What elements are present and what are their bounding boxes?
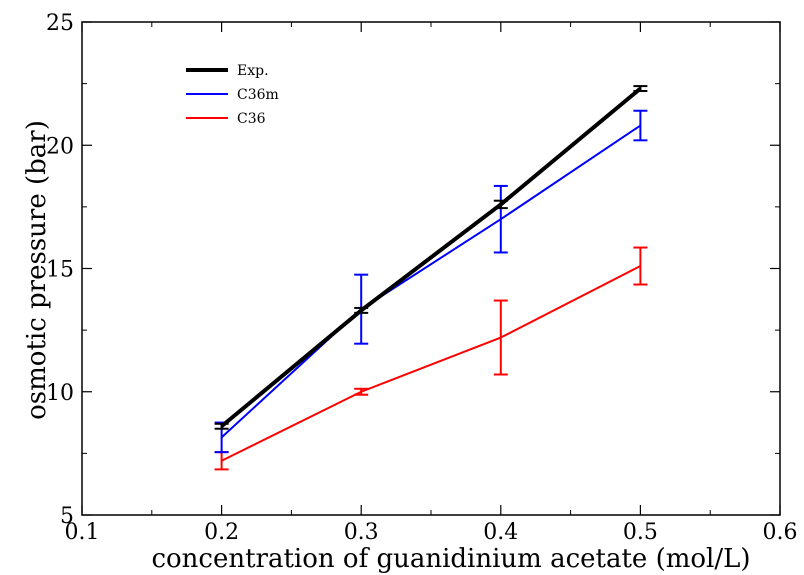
series-c36m — [214, 109, 648, 454]
y-tick-label: 10 — [46, 381, 74, 406]
legend-label: C36m — [237, 87, 279, 103]
x-tick-label: 0.1 — [65, 520, 100, 545]
y-axis-title: osmotic pressure (bar) — [22, 120, 52, 420]
x-tick-label: 0.6 — [763, 520, 798, 545]
series-line — [220, 124, 641, 439]
series-c36 — [214, 246, 648, 471]
x-tick-label: 0.5 — [623, 520, 658, 545]
y-tick-label: 25 — [46, 11, 74, 36]
plot-frame — [81, 21, 781, 516]
y-tick-label: 5 — [60, 504, 74, 529]
series-line — [221, 265, 641, 462]
legend-label: Exp. — [237, 63, 269, 79]
y-tick-label: 20 — [46, 134, 74, 159]
legend: Exp. C36m C36 — [186, 63, 279, 127]
series-layer — [214, 85, 648, 471]
axes: 0.1 0.2 0.3 0.4 0.5 0.6 5 10 15 20 25 — [46, 11, 798, 545]
x-tick-label: 0.3 — [344, 520, 379, 545]
plot-area — [81, 21, 781, 516]
series-exp — [214, 85, 648, 430]
x-tick-label: 0.2 — [204, 520, 239, 545]
y-tick-label: 15 — [46, 258, 74, 283]
series-line — [220, 87, 642, 428]
legend-label: C36 — [237, 111, 266, 127]
x-tick-label: 0.4 — [483, 520, 518, 545]
x-axis-title: concentration of guanidinium acetate (mo… — [151, 544, 750, 574]
